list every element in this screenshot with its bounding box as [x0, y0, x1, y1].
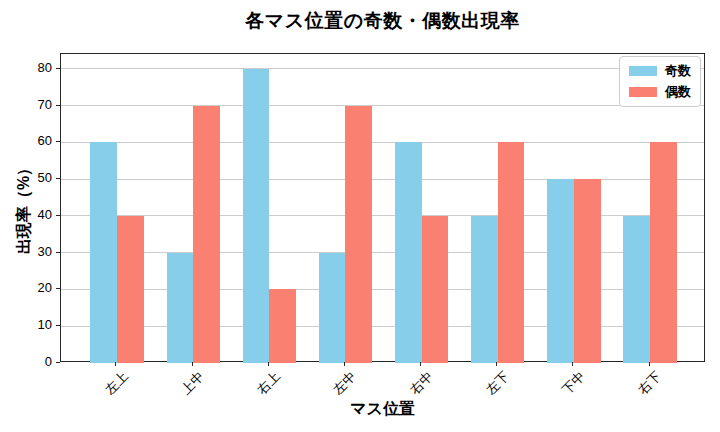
y-tick-label: 60: [18, 134, 52, 148]
x-tick-mark: [192, 362, 193, 366]
y-tick-mark: [56, 252, 60, 253]
bar-odd: [623, 216, 650, 363]
y-tick-label: 10: [18, 318, 52, 332]
bar-even: [650, 142, 677, 363]
y-tick-label: 0: [18, 355, 52, 369]
legend-swatch-even-icon: [629, 87, 657, 97]
gridline: [61, 68, 704, 69]
legend-label-odd: 奇数: [665, 64, 691, 78]
bar-odd: [167, 253, 194, 363]
legend-item-even: 偶数: [629, 85, 691, 99]
x-tick-mark: [649, 362, 650, 366]
bar-even: [269, 289, 296, 363]
gridline: [61, 179, 704, 180]
gridline: [61, 142, 704, 143]
plot-area: [60, 53, 705, 362]
y-tick-mark: [56, 68, 60, 69]
y-tick-label: 20: [18, 281, 52, 295]
legend-swatch-odd-icon: [629, 66, 657, 76]
x-tick-mark: [115, 362, 116, 366]
bar-odd: [90, 142, 117, 363]
x-tick-mark: [268, 362, 269, 366]
y-tick-mark: [56, 325, 60, 326]
gridline: [61, 326, 704, 327]
bar-odd: [319, 253, 346, 363]
x-tick-label: 左中: [331, 369, 359, 397]
x-tick-label: 左下: [483, 369, 511, 397]
bar-odd: [471, 216, 498, 363]
y-tick-label: 70: [18, 98, 52, 112]
x-tick-label: 右上: [255, 369, 283, 397]
chart-figure: 各マス位置の奇数・偶数出現率 出現率（%） マス位置 奇数 偶数 0102030…: [0, 0, 720, 432]
bar-odd: [395, 142, 422, 363]
y-tick-label: 40: [18, 208, 52, 222]
x-tick-label: 下中: [560, 369, 588, 397]
bar-even: [193, 106, 220, 364]
x-tick-label: 右中: [407, 369, 435, 397]
x-axis-label: マス位置: [60, 399, 705, 420]
legend-item-odd: 奇数: [629, 64, 691, 78]
chart-title: 各マス位置の奇数・偶数出現率: [60, 8, 705, 34]
y-tick-mark: [56, 288, 60, 289]
x-tick-label: 右下: [636, 369, 664, 397]
bar-even: [422, 216, 449, 363]
gridline: [61, 252, 704, 253]
x-tick-label: 左上: [103, 369, 131, 397]
bar-even: [117, 216, 144, 363]
bar-even: [345, 106, 372, 364]
bar-even: [498, 142, 525, 363]
y-tick-mark: [56, 178, 60, 179]
y-tick-mark: [56, 105, 60, 106]
x-tick-mark: [420, 362, 421, 366]
gridline: [61, 105, 704, 106]
bar-odd: [243, 69, 270, 363]
legend-label-even: 偶数: [665, 85, 691, 99]
x-tick-mark: [572, 362, 573, 366]
bar-even: [574, 179, 601, 363]
y-tick-label: 30: [18, 245, 52, 259]
y-tick-mark: [56, 141, 60, 142]
bar-odd: [547, 179, 574, 363]
y-tick-mark: [56, 215, 60, 216]
x-tick-label: 上中: [179, 369, 207, 397]
gridline: [61, 215, 704, 216]
y-tick-label: 80: [18, 61, 52, 75]
y-tick-label: 50: [18, 171, 52, 185]
legend: 奇数 偶数: [619, 56, 701, 107]
y-tick-mark: [56, 362, 60, 363]
x-tick-mark: [344, 362, 345, 366]
gridline: [61, 289, 704, 290]
x-tick-mark: [496, 362, 497, 366]
